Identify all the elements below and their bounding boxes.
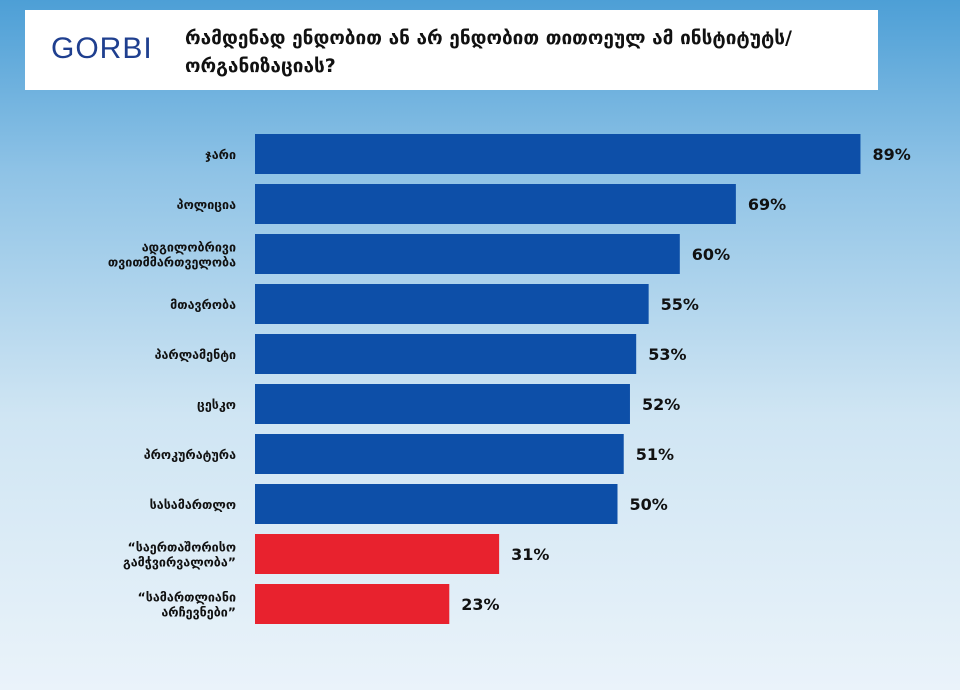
- value-label: 69%: [748, 195, 786, 214]
- bar: [255, 534, 500, 574]
- bar: [255, 284, 649, 324]
- bar: [255, 484, 618, 524]
- bar: [255, 584, 450, 624]
- category-label: მთავრობა: [170, 297, 236, 312]
- category-label: “სამართლიანი: [138, 590, 236, 605]
- bar: [255, 384, 630, 424]
- category-label: ცესკო: [197, 397, 236, 412]
- chart-title: რამდენად ენდობით ან არ ენდობით თითოეულ ა…: [185, 27, 792, 77]
- bar: [255, 184, 736, 224]
- bar: [255, 434, 624, 474]
- value-label: 50%: [630, 495, 668, 514]
- bar: [255, 134, 861, 174]
- category-label: თვითმმართველობა: [108, 255, 236, 270]
- category-label: პროკურატურა: [144, 447, 236, 462]
- value-label: 89%: [872, 145, 910, 164]
- value-label: 60%: [692, 245, 730, 264]
- value-label: 55%: [661, 295, 699, 314]
- category-label: პოლიცია: [177, 197, 236, 212]
- category-label: “საერთაშორისო: [128, 540, 236, 555]
- category-label: პარლამენტი: [155, 347, 236, 362]
- category-label: ჯარი: [205, 147, 236, 162]
- value-label: 52%: [642, 395, 680, 414]
- category-label: გამჭვირვალობა”: [123, 555, 236, 570]
- header-banner: GORBI რამდენად ენდობით ან არ ენდობით თით…: [25, 10, 878, 90]
- value-label: 23%: [461, 595, 499, 614]
- value-label: 31%: [511, 545, 549, 564]
- bar: [255, 334, 637, 374]
- gorbi-logo: GORBI: [51, 32, 153, 65]
- value-label: 53%: [648, 345, 686, 364]
- category-label: არჩევნები”: [161, 605, 236, 620]
- bar: [255, 234, 680, 274]
- category-label: ადგილობრივი: [142, 240, 236, 255]
- category-label: სასამართლო: [150, 497, 236, 512]
- value-label: 51%: [636, 445, 674, 464]
